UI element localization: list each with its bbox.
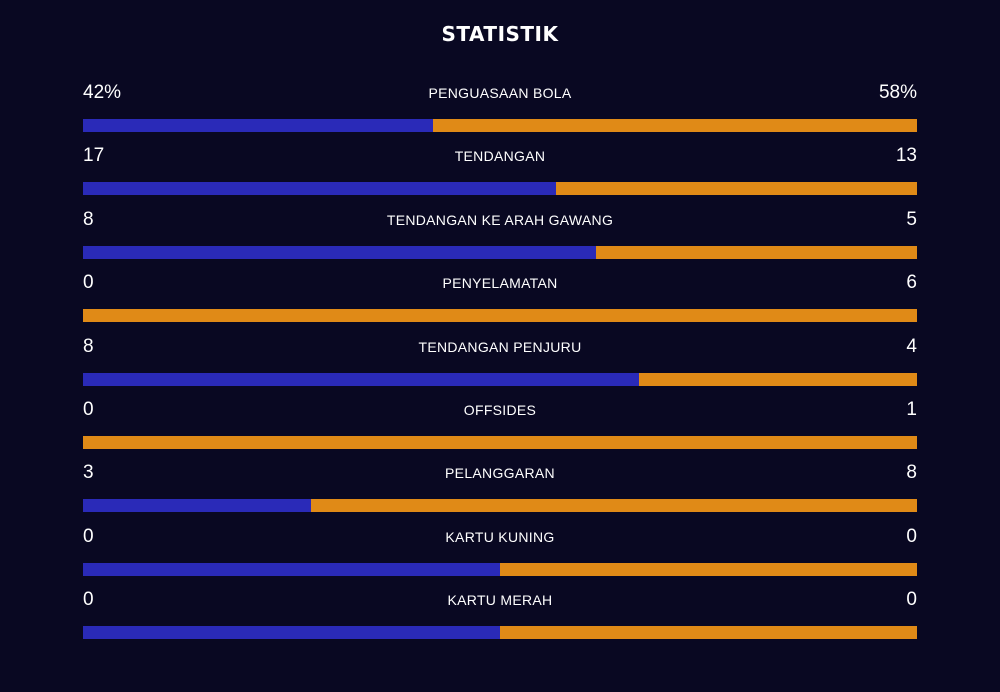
away-value: 0 (906, 589, 917, 611)
away-value: 6 (906, 272, 917, 294)
away-value: 1 (906, 398, 917, 420)
comparison-bar (83, 309, 917, 323)
away-bar-fill (310, 499, 917, 513)
stat-row-yellow-cards: 0 KARTU KUNING 0 (83, 525, 917, 588)
away-bar-fill (639, 372, 917, 386)
home-bar-fill (83, 499, 311, 513)
comparison-bar (83, 245, 917, 259)
home-value: 8 (83, 335, 94, 357)
home-value: 8 (83, 208, 94, 230)
stat-label: KARTU KUNING (445, 528, 555, 545)
comparison-bar (83, 499, 917, 513)
away-bar-fill (595, 245, 917, 259)
stat-row-saves: 0 PENYELAMATAN 6 (83, 271, 917, 334)
home-value: 0 (83, 589, 94, 611)
away-bar-fill (83, 309, 917, 323)
away-bar-fill (500, 626, 917, 640)
stat-row-fouls: 3 PELANGGARAN 8 (83, 461, 917, 524)
stats-title: STATISTIK (441, 22, 559, 46)
home-bar-fill (83, 626, 500, 640)
home-bar-fill (83, 562, 500, 576)
home-value: 0 (83, 272, 94, 294)
away-value: 13 (895, 145, 917, 167)
stat-row-shots: 17 TENDANGAN 13 (83, 144, 917, 207)
stat-label: TENDANGAN PENJURU (418, 338, 582, 355)
comparison-bar (83, 626, 917, 640)
comparison-bar (83, 435, 917, 449)
away-value: 58% (878, 82, 917, 103)
home-value: 0 (83, 398, 94, 420)
home-value: 17 (83, 145, 105, 167)
away-bar-fill (555, 182, 917, 196)
away-bar-fill (83, 435, 917, 449)
stat-label: PENGUASAAN BOLA (428, 85, 572, 101)
stat-label: KARTU MERAH (447, 592, 553, 609)
stats-list: 42% PENGUASAAN BOLA 58% 17 TENDANGAN 1 3 … (83, 81, 917, 652)
home-value: 0 (83, 525, 94, 547)
stat-row-offsides: 0 OFFSIDES 1 (83, 398, 917, 461)
home-bar-fill (83, 372, 640, 386)
stat-row-corners: 8 TENDANGAN PENJURU 4 (83, 335, 917, 398)
home-bar-fill (83, 182, 556, 196)
stat-row-shots-on-target: 8 TENDANGAN KE ARAH GAWANG 5 (83, 208, 917, 271)
away-value: 0 (906, 525, 917, 547)
away-value: 5 (906, 208, 917, 230)
home-value: 3 (83, 462, 94, 484)
away-bar-fill (500, 562, 917, 576)
away-value: 8 (906, 462, 917, 484)
home-value: 42% (83, 82, 122, 103)
comparison-bar (83, 562, 917, 576)
home-bar-fill (83, 245, 596, 259)
stat-label: OFFSIDES (463, 401, 537, 418)
stat-label: TENDANGAN KE ARAH GAWANG (386, 211, 614, 228)
home-bar-fill (83, 119, 434, 132)
stat-row-possession: 42% PENGUASAAN BOLA 58% (83, 81, 917, 144)
away-value: 4 (906, 335, 917, 357)
stat-row-red-cards: 0 KARTU MERAH 0 (83, 588, 917, 651)
comparison-bar (83, 182, 917, 196)
stat-label: PELANGGARAN (445, 465, 555, 482)
comparison-bar (83, 372, 917, 386)
stat-label: PENYELAMATAN (442, 275, 558, 292)
away-bar-fill (433, 119, 917, 132)
comparison-bar (83, 119, 917, 132)
stat-label: TENDANGAN (454, 148, 546, 165)
